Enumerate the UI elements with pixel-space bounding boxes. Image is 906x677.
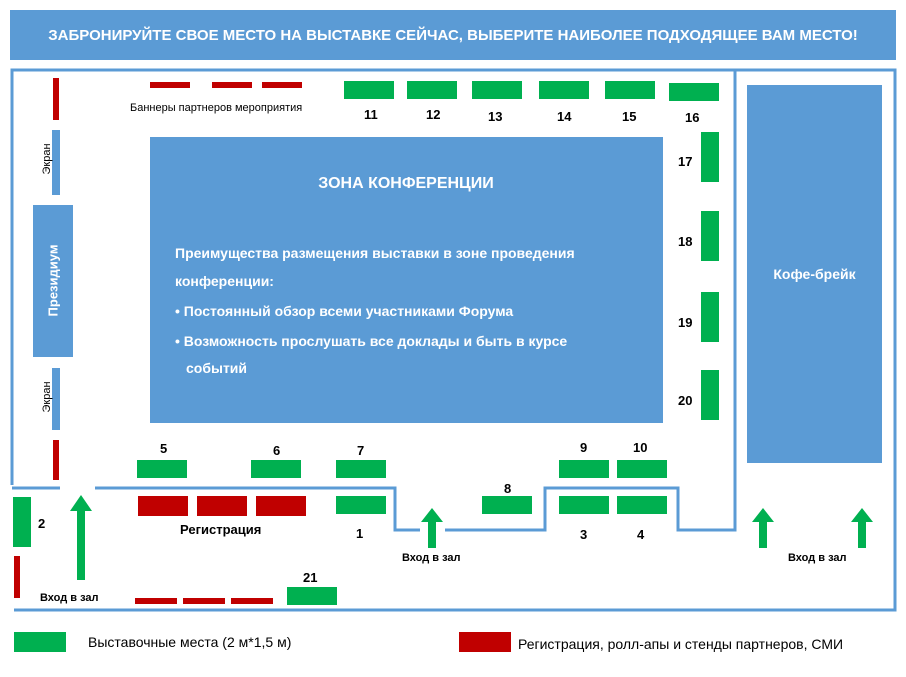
- stand-6[interactable]: [251, 460, 301, 478]
- entrance-left-label: Вход в зал: [40, 592, 99, 604]
- stand-12-number: 12: [426, 107, 441, 122]
- stand-5-number: 5: [160, 441, 168, 456]
- entrance-middle-label: Вход в зал: [402, 552, 461, 564]
- stand-2[interactable]: [13, 497, 31, 547]
- screen-top-label: Экран: [41, 143, 53, 175]
- advantage-2-text: Возможность прослушать все доклады и быт…: [183, 333, 568, 349]
- screen-bottom: [52, 368, 60, 430]
- stand-5[interactable]: [137, 460, 187, 478]
- registration-desk: [138, 496, 188, 516]
- stand-9-number: 9: [580, 440, 588, 455]
- stand-11-number: 11: [364, 107, 378, 122]
- legend-partner-swatch: [459, 632, 511, 652]
- stand-4[interactable]: [617, 496, 667, 514]
- advantages-heading-line2: конференции:: [175, 273, 274, 289]
- registration-label: Регистрация: [180, 522, 262, 537]
- stand-11[interactable]: [344, 81, 394, 99]
- stand-17-number: 17: [678, 154, 693, 169]
- screen-top: [52, 130, 60, 195]
- stand-13[interactable]: [472, 81, 522, 99]
- stand-7[interactable]: [336, 460, 386, 478]
- bullet-icon: •: [175, 333, 180, 349]
- legend-exhibition-label: Выставочные места (2 м*1,5 м): [88, 634, 292, 650]
- advantage-2-text-line2: событий: [186, 360, 248, 376]
- stand-21[interactable]: [287, 587, 337, 605]
- partner-banner: [262, 82, 302, 88]
- stand-14[interactable]: [539, 81, 589, 99]
- entrance-right-label: Вход в зал: [788, 552, 847, 564]
- stand-20[interactable]: [701, 370, 719, 420]
- stand-10-number: 10: [633, 440, 648, 455]
- stand-7-number: 7: [357, 443, 365, 458]
- stand-13-number: 13: [488, 109, 503, 124]
- registration-desk: [197, 496, 247, 516]
- rollup-stand: [14, 556, 20, 598]
- stand-16-number: 16: [685, 110, 700, 125]
- advantages-heading-line1: Преимущества размещения выставки в зоне …: [175, 245, 575, 261]
- rollup-stand: [53, 440, 59, 480]
- stand-15-number: 15: [622, 109, 637, 124]
- stand-1[interactable]: [336, 496, 386, 514]
- stand-9[interactable]: [559, 460, 609, 478]
- stand-18-number: 18: [678, 234, 693, 249]
- entrance-arrow-icon: [752, 508, 774, 548]
- stand-6-number: 6: [273, 443, 281, 458]
- stand-15[interactable]: [605, 81, 655, 99]
- stand-12[interactable]: [407, 81, 457, 99]
- header-banner: ЗАБРОНИРУЙТЕ СВОЕ МЕСТО НА ВЫСТАВКЕ СЕЙЧ…: [10, 10, 896, 60]
- rollup-stand: [53, 78, 59, 120]
- conference-zone-title: ЗОНА КОНФЕРЕНЦИИ: [318, 175, 494, 192]
- stand-8-number: 8: [504, 481, 512, 496]
- entrance-arrow-icon: [851, 508, 873, 548]
- partner-banners-label: Баннеры партнеров мероприятия: [130, 102, 303, 114]
- screen-bottom-label: Экран: [41, 381, 53, 413]
- header-title: ЗАБРОНИРУЙТЕ СВОЕ МЕСТО НА ВЫСТАВКЕ СЕЙЧ…: [48, 26, 858, 44]
- stand-8[interactable]: [482, 496, 532, 514]
- stand-17[interactable]: [701, 132, 719, 182]
- stand-3[interactable]: [559, 496, 609, 514]
- partner-stand-strip: [231, 598, 273, 604]
- advantage-bullet-1: • Постоянный обзор всеми участниками Фор…: [175, 303, 513, 319]
- advantage-1-text: Постоянный обзор всеми участниками Форум…: [183, 303, 514, 319]
- partner-banner: [150, 82, 190, 88]
- partner-banner: [212, 82, 252, 88]
- stand-19[interactable]: [701, 292, 719, 342]
- stand-1-number: 1: [356, 526, 364, 541]
- coffee-break-label: Кофе-брейк: [773, 266, 856, 282]
- advantage-bullet-2: • Возможность прослушать все доклады и б…: [175, 333, 567, 349]
- stand-14-number: 14: [557, 109, 572, 124]
- legend-exhibition-swatch: [14, 632, 66, 652]
- registration-desk: [256, 496, 306, 516]
- partner-stand-strip: [183, 598, 225, 604]
- partner-stand-strip: [135, 598, 177, 604]
- conference-zone: [150, 137, 663, 423]
- stand-10[interactable]: [617, 460, 667, 478]
- bullet-icon: •: [175, 303, 180, 319]
- entrance-arrow-icon: [70, 495, 92, 580]
- entrance-arrow-icon: [421, 508, 443, 548]
- stand-21-number: 21: [303, 570, 318, 585]
- legend-partner-label: Регистрация, ролл-апы и стенды партнеров…: [518, 636, 844, 652]
- stand-4-number: 4: [637, 527, 645, 542]
- presidium: [33, 205, 73, 357]
- stand-18[interactable]: [701, 211, 719, 261]
- stand-16[interactable]: [669, 83, 719, 101]
- presidium-label: Президиум: [45, 244, 61, 317]
- stand-19-number: 19: [678, 315, 693, 330]
- coffee-break-area: Кофе-брейк: [747, 85, 882, 463]
- stand-3-number: 3: [580, 527, 588, 542]
- stand-2-number: 2: [38, 516, 46, 531]
- stand-20-number: 20: [678, 393, 693, 408]
